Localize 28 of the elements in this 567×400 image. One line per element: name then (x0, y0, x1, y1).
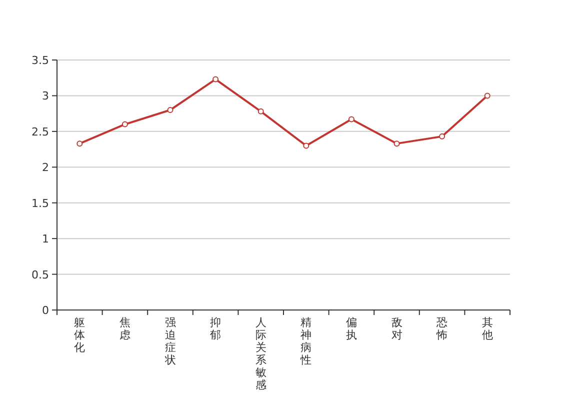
x-tick-label: 抑郁 (210, 316, 222, 342)
x-tick-label: 其他 (482, 316, 493, 342)
y-tick-label: 2 (42, 161, 49, 174)
y-tick-label: 2.5 (32, 125, 49, 138)
y-tick-label: 1 (42, 232, 49, 246)
y-tick-label: 3.5 (32, 54, 49, 67)
point (258, 108, 264, 114)
point (122, 121, 128, 128)
x-tick-label: 敌对 (391, 316, 402, 342)
point (76, 140, 83, 147)
x-tick-label: 人际关系敏感 (255, 316, 266, 392)
x-tick-label: 恐怖 (436, 316, 448, 342)
point (394, 140, 400, 147)
x-tick-label: 强迫症状 (164, 316, 176, 366)
y-tick-label: 0.5 (32, 268, 49, 282)
x-tick-label: 躯体化 (74, 316, 86, 354)
point (439, 133, 446, 140)
x-tick-label: 焦虑 (119, 316, 130, 342)
x-tick-label: 偏执 (346, 316, 357, 342)
y-tick-label: 0 (42, 304, 49, 317)
point (167, 107, 174, 113)
point (303, 142, 310, 149)
x-tick-label: 精神病性 (300, 316, 312, 366)
point (484, 92, 490, 99)
y-tick-label: 3 (42, 90, 49, 103)
point (212, 76, 219, 82)
y-tick-label: 1.5 (32, 196, 49, 210)
point (348, 116, 354, 122)
